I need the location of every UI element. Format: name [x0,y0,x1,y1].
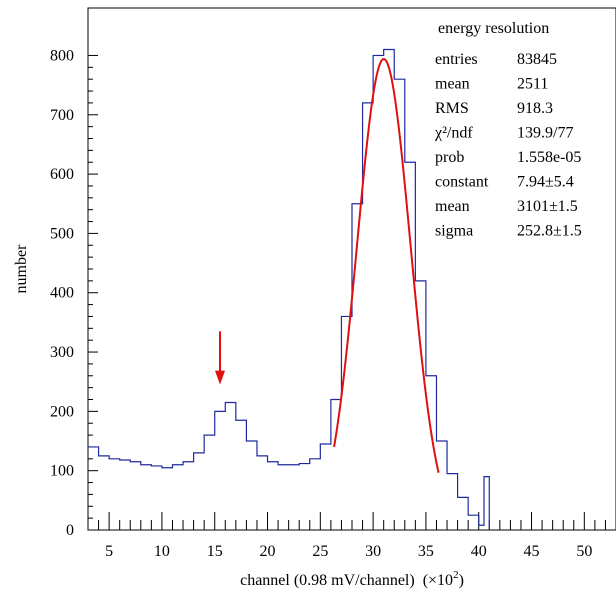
stats-row-value: 3101±1.5 [517,198,578,215]
x-tick-label: 10 [154,543,170,560]
y-tick-label: 200 [50,403,74,420]
y-tick-label: 400 [50,285,74,302]
x-tick-label: 50 [576,543,592,560]
y-axis-ticks: 0 100 200 300 400 500 600 700 800 [50,47,98,539]
y-tick-label: 300 [50,344,74,361]
y-tick-label: 800 [50,47,74,64]
x-axis-title: channel (0.98 mV/channel) (×102) [240,569,464,589]
stats-row-label: prob [435,149,464,166]
gaussian-fit-curve [333,57,440,473]
stats-box: energy resolution entries 83845 mean 2511 RM… [434,20,582,240]
x-tick-label: 35 [418,543,434,560]
y-tick-label: 0 [66,522,74,539]
x-tick-label: 40 [471,543,487,560]
stats-row-value: 139.9/77 [517,125,573,142]
stats-row-label: mean [435,76,470,93]
x-tick-label: 30 [365,543,381,560]
x-tick-label: 5 [105,543,113,560]
x-axis-ticks: 5 10 15 20 25 30 35 40 45 50 [98,512,606,560]
x-axis-unit-exponent: 2 [453,569,459,581]
stats-row-label: sigma [435,223,473,240]
histogram-series [88,48,490,530]
y-tick-label: 500 [50,225,74,242]
x-tick-label: 15 [207,543,223,560]
stats-rows: entries 83845 mean 2511 RMS 918.3 χ²/ndf 139.9/… [434,51,582,240]
stats-row-value: 2511 [517,76,548,93]
stats-row-value: 83845 [517,51,557,68]
stats-title: energy resolution [438,20,549,37]
y-tick-label: 600 [50,166,74,183]
stats-row-value: 918.3 [517,100,553,117]
x-axis-title-main: channel (0.98 mV/channel) [240,572,415,589]
x-tick-label: 20 [260,543,276,560]
stats-row-label: entries [435,51,478,68]
stats-row-label: constant [435,174,489,191]
y-tick-label: 700 [50,107,74,124]
stats-row-label: χ²/ndf [434,125,473,142]
x-tick-label: 45 [524,543,540,560]
stats-row-value: 1.558e-05 [517,149,581,166]
stats-row-label: RMS [435,100,469,117]
x-tick-label: 25 [312,543,328,560]
y-tick-label: 100 [50,463,74,480]
stats-row-value: 252.8±1.5 [517,223,582,240]
stats-row-value: 7.94±5.4 [517,174,574,191]
stats-row-label: mean [435,198,470,215]
arrow-head [215,370,225,385]
x-axis-unit-close: ) [459,572,464,589]
peak-arrow-annotation [215,331,225,385]
y-axis-title: number [13,244,30,294]
x-axis-unit: (×10 [423,572,453,589]
